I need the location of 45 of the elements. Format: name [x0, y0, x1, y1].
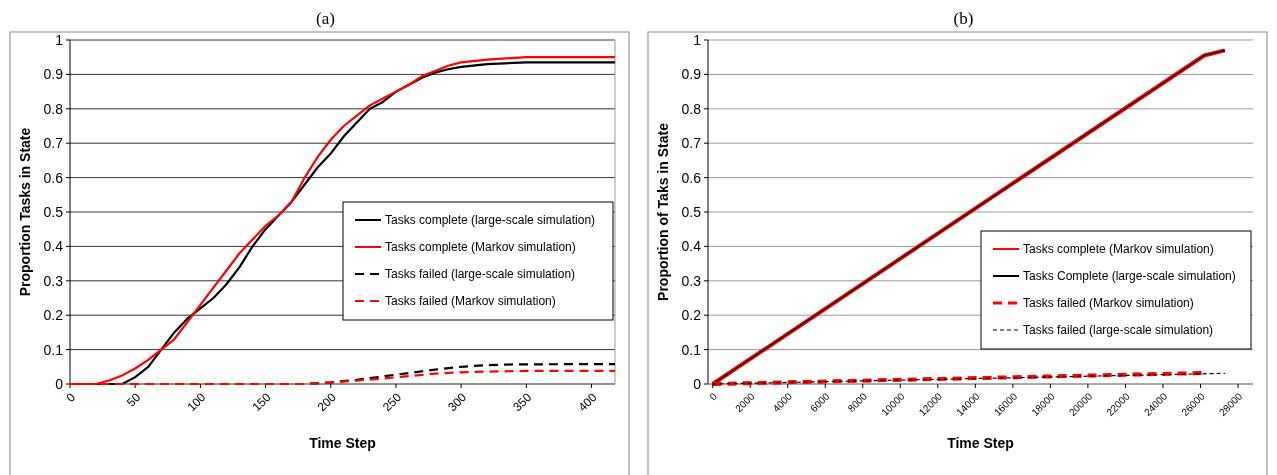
legend-label: Tasks complete (Markov simulation): [1023, 242, 1214, 257]
x-tick-label: 0: [707, 390, 720, 403]
y-tick-label: 0.2: [681, 307, 702, 324]
y-tick-label: 0: [693, 375, 702, 392]
y-axis-title: Proportion Tasks in State: [17, 127, 33, 297]
x-tick-label: 350: [510, 389, 535, 415]
x-tick-label: 250: [379, 389, 405, 415]
y-tick-label: 0.7: [681, 135, 702, 152]
y-tick-label: 0.3: [681, 272, 702, 289]
x-tick-label: 400: [575, 389, 600, 415]
y-tick-label: 0.9: [43, 66, 64, 83]
y-tick-label: 0.2: [43, 307, 64, 324]
legend-label: Tasks complete (Markov simulation): [385, 240, 576, 255]
legend-label: Tasks complete (large-scale simulation): [385, 213, 596, 228]
x-axis-title: Time Step: [309, 435, 376, 451]
legend-label: Tasks Complete (large-scale simulation): [1023, 269, 1236, 284]
y-tick-label: 0.8: [681, 100, 702, 117]
y-tick-label: 1: [693, 31, 702, 48]
y-tick-label: 0.5: [681, 203, 702, 220]
x-tick-label: 300: [445, 389, 470, 415]
legend-label: Tasks failed (large-scale simulation): [385, 267, 576, 282]
legend-label: Tasks failed (Markov simulation): [1023, 296, 1194, 311]
y-tick-label: 0.1: [681, 341, 702, 358]
legend-label: Tasks failed (large-scale simulation): [1023, 323, 1214, 338]
x-tick-label: 150: [249, 389, 274, 415]
y-tick-label: 0.5: [43, 203, 64, 220]
y-tick-label: 0.8: [43, 100, 64, 117]
y-tick-label: 0.4: [681, 238, 702, 255]
x-tick-label: 200: [314, 389, 340, 415]
x-axis-title: Time Step: [947, 435, 1014, 451]
y-tick-label: 0.6: [43, 169, 64, 186]
x-tick-label: 100: [184, 389, 209, 415]
y-tick-label: 0.1: [43, 341, 64, 358]
x-tick-label: 50: [123, 389, 144, 410]
y-tick-label: 0.7: [43, 135, 64, 152]
y-axis-title: Proportion of Taks in State: [655, 122, 671, 301]
y-tick-label: 0.6: [681, 169, 702, 186]
y-tick-label: 0.3: [43, 272, 64, 289]
chart-title: (b): [953, 9, 974, 28]
y-tick-label: 0.9: [681, 66, 702, 83]
chart-title: (a): [316, 9, 335, 28]
legend-label: Tasks failed (Markov simulation): [385, 294, 556, 309]
y-tick-label: 1: [55, 31, 64, 48]
y-tick-label: 0.4: [43, 238, 64, 255]
y-tick-label: 0: [55, 375, 64, 392]
